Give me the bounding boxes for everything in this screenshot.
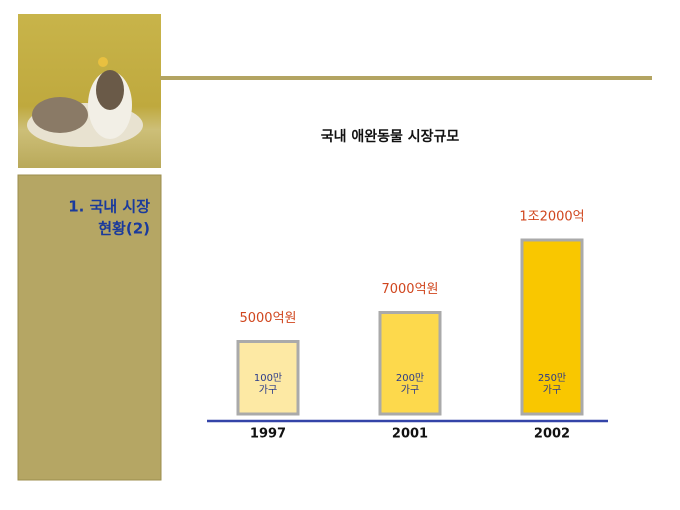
plot: 5000억원100만가구19977000억원200만가구20011조2000억2… <box>236 210 585 442</box>
bar-inner-label: 가구 <box>543 384 561 396</box>
chart-title: 국내 애완동물 시장규모 <box>321 128 460 145</box>
bar <box>236 340 300 416</box>
bar-inner-label: 100만 <box>254 372 282 384</box>
x-tick-label: 2001 <box>392 427 428 442</box>
bar-inner-label: 가구 <box>259 384 277 396</box>
sidebar-title: 1. 국내 시장 <box>68 198 150 216</box>
value-label: 5000억원 <box>239 311 296 326</box>
sidebar <box>17 174 162 481</box>
x-tick-label: 1997 <box>250 427 286 442</box>
value-label: 1조2000억 <box>519 210 584 225</box>
bar-inner-label: 200만 <box>396 372 424 384</box>
x-tick-label: 2002 <box>534 427 570 442</box>
sidebar-title: 현황(2) <box>98 220 150 238</box>
value-label: 7000억원 <box>381 282 438 297</box>
bar-inner-label: 250만 <box>538 372 566 384</box>
photo <box>18 14 161 168</box>
bar <box>378 311 442 416</box>
bar <box>520 238 584 416</box>
bar-inner-label: 가구 <box>401 384 419 396</box>
